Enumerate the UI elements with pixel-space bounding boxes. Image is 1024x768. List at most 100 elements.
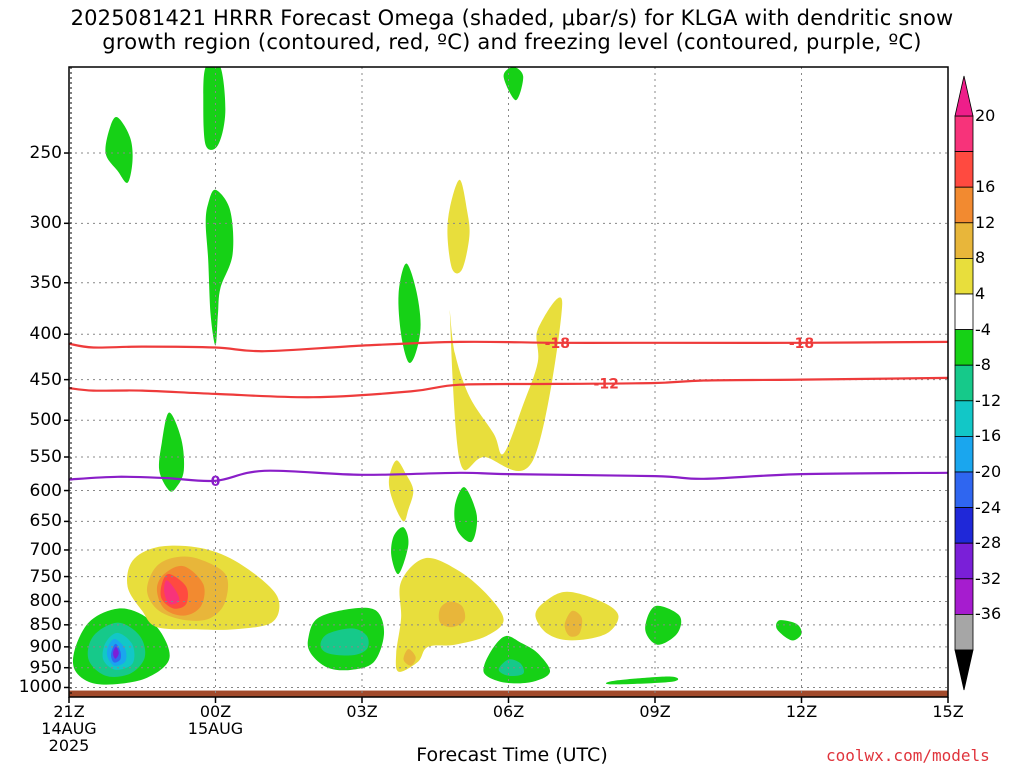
omega-region-6 — [503, 67, 524, 101]
credit-link[interactable]: coolwx.com/models — [826, 746, 990, 765]
colorbar-label: 4 — [975, 284, 986, 303]
omega-region-7 — [454, 487, 478, 543]
omega-region-20 — [112, 646, 119, 659]
y-tick-label: 300 — [29, 213, 62, 234]
title-line-2: growth region (contoured, red, ºC) and f… — [102, 30, 922, 54]
y-tick-label: 450 — [29, 369, 62, 390]
colorbar-swatch — [954, 614, 974, 651]
x-tick-label: 09Z — [615, 703, 695, 720]
y-tick-label: 250 — [29, 143, 62, 164]
colorbar-swatch — [954, 257, 974, 295]
omega-region-3 — [158, 412, 185, 492]
omega-region-2 — [205, 189, 234, 346]
colorbar-label: -12 — [975, 390, 1002, 410]
omega-region-1 — [203, 67, 226, 150]
colorbar-label: -24 — [975, 497, 1002, 517]
omega-region-33 — [164, 580, 180, 605]
y-tick-label: 350 — [29, 272, 62, 293]
y-tick-label: 850 — [29, 614, 62, 635]
x-tick-label-line: 14AUG — [41, 719, 97, 738]
colorbar-swatch — [954, 222, 974, 259]
grid — [69, 67, 948, 697]
colorbar-swatch — [954, 578, 974, 615]
colorbar — [954, 75, 974, 691]
contour-label--12: -12 — [594, 376, 619, 392]
x-tick-label-line: 15AUG — [187, 719, 244, 738]
title-line-1: 2025081421 HRRR Forecast Omega (shaded, … — [70, 6, 954, 30]
y-tick-label: 1000 — [18, 677, 62, 698]
omega-region-12 — [605, 676, 679, 685]
y-tick-label: 550 — [29, 446, 62, 467]
colorbar-swatch — [954, 471, 974, 508]
omega-region-21 — [447, 179, 470, 274]
x-tick-label-line: 12Z — [785, 702, 818, 721]
colorbar-swatch — [954, 507, 974, 544]
y-tick-label: 650 — [29, 511, 62, 532]
terrain-bar — [69, 690, 948, 697]
omega-region-16 — [498, 659, 524, 676]
omega-region-23 — [388, 460, 414, 522]
x-tick-label-line: 15Z — [932, 702, 964, 721]
colorbar-label: 20 — [975, 106, 996, 125]
colorbar-swatch — [954, 364, 974, 402]
x-tick-label-line: 03Z — [346, 702, 378, 721]
x-tick-label-line: 2025 — [48, 736, 90, 755]
omega-region-9 — [483, 635, 551, 684]
omega-region-15 — [320, 628, 369, 656]
colorbar-swatch — [954, 151, 974, 188]
omega-region-29 — [564, 610, 583, 637]
chart-title: 2025081421 HRRR Forecast Omega (shaded, … — [0, 6, 1024, 54]
omega-region-11 — [776, 620, 802, 641]
x-tick-label-line: 00Z — [199, 702, 232, 721]
colorbar-swatch — [954, 115, 974, 152]
plot-area: -18 -18 -12 0 — [69, 67, 948, 697]
contour-line-0 — [69, 469, 948, 483]
colorbar-label: -36 — [975, 604, 1002, 624]
omega-region-0 — [105, 117, 133, 183]
x-tick-label: 15Z — [908, 703, 988, 720]
contour-label--18: -18 — [545, 336, 570, 352]
colorbar-label: -32 — [975, 568, 1002, 588]
y-tick-label: 900 — [29, 636, 62, 657]
x-tick-label-line: 09Z — [639, 702, 671, 721]
x-tick-label-line: 21Z — [53, 702, 85, 721]
x-tick-label: 12Z — [762, 703, 842, 720]
colorbar-label: -4 — [975, 319, 991, 339]
x-axis-label: Forecast Time (UTC) — [416, 744, 608, 766]
colorbar-swatch — [954, 542, 974, 580]
colorbar-label: -20 — [975, 462, 1002, 481]
x-tick-label-line: 06Z — [492, 702, 525, 721]
contour-label-0: 0 — [211, 474, 221, 490]
colorbar-swatch — [954, 329, 974, 366]
omega-region-22 — [449, 297, 563, 471]
x-tick-label: 21Z 14AUG 2025 — [29, 703, 109, 754]
y-tick-label: 400 — [29, 324, 62, 345]
omega-region-4 — [391, 527, 409, 575]
colorbar-label: -28 — [975, 533, 1002, 553]
y-tick-label: 700 — [29, 539, 62, 560]
colorbar-bottom-arrow — [954, 649, 974, 691]
contour-label--18: -18 — [789, 336, 814, 352]
colorbar-label: 8 — [975, 248, 986, 268]
colorbar-label: -8 — [975, 355, 991, 375]
y-tick-label: 800 — [29, 591, 62, 612]
x-tick-label: 06Z — [469, 703, 549, 720]
colorbar-label: 16 — [975, 177, 996, 197]
colorbar-swatch — [954, 293, 974, 330]
colorbar-label: -16 — [975, 426, 1002, 446]
x-tick-label: 03Z — [322, 703, 402, 720]
x-tick-label: 00Z 15AUG — [176, 703, 256, 737]
y-tick-label: 750 — [29, 566, 62, 587]
contour-line--18 — [69, 340, 948, 353]
y-tick-label: 600 — [29, 480, 62, 501]
omega-region-28 — [438, 601, 466, 628]
colorbar-top-arrow — [954, 75, 974, 117]
omega-region-5 — [398, 263, 421, 363]
colorbar-label: 12 — [975, 212, 996, 232]
contour-line--12 — [69, 376, 948, 399]
y-tick-label: 950 — [29, 657, 62, 678]
colorbar-swatch — [954, 435, 974, 473]
colorbar-swatch — [954, 400, 974, 437]
omega-region-30 — [403, 648, 416, 666]
